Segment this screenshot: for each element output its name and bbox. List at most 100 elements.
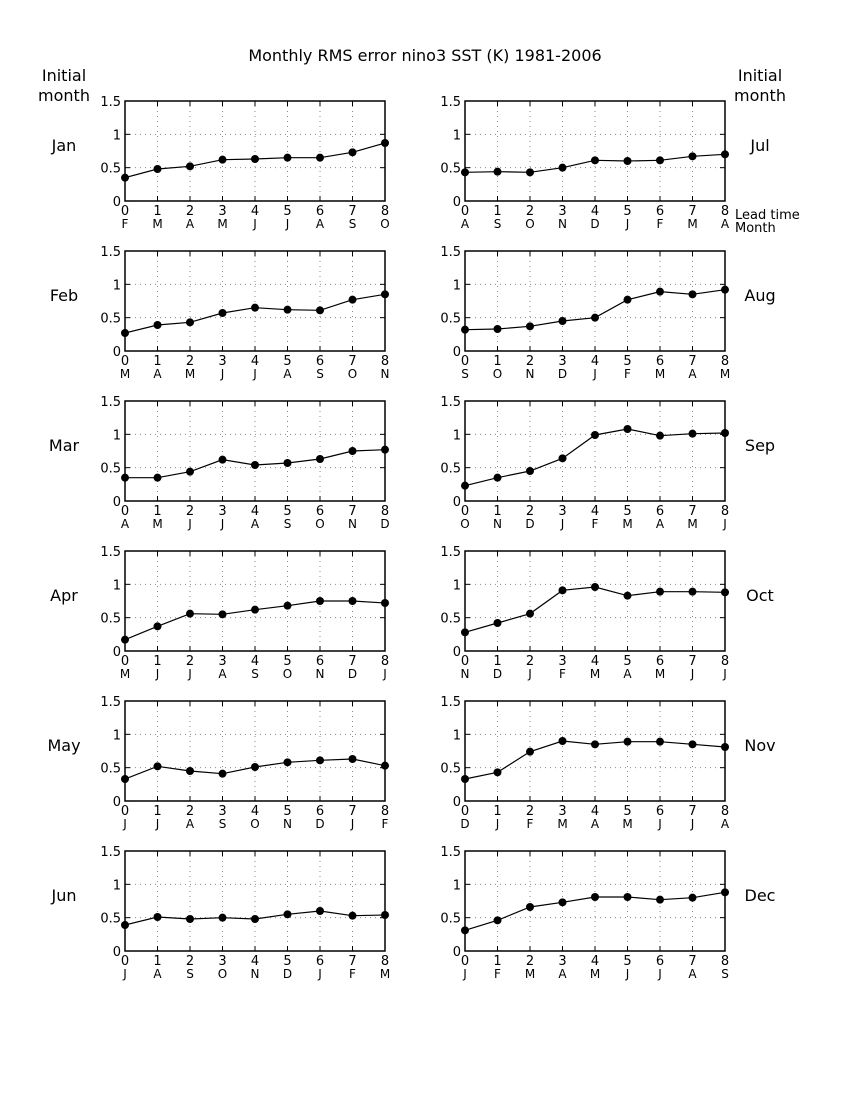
figure-title: Monthly RMS error nino3 SST (K) 1981-200… <box>248 46 601 65</box>
x-tick-label: 7 <box>348 354 356 369</box>
data-point <box>623 295 632 304</box>
x-month-label: O <box>218 967 227 981</box>
data-point <box>721 888 729 897</box>
y-tick-label: 0 <box>113 645 121 660</box>
x-month-label: J <box>690 667 695 681</box>
x-month-label: D <box>558 367 567 381</box>
data-point <box>316 306 324 315</box>
x-month-label: A <box>688 367 697 381</box>
x-tick-label: 2 <box>186 654 194 669</box>
data-point <box>218 455 227 464</box>
x-month-label: F <box>527 817 534 831</box>
data-point <box>558 586 567 595</box>
data-point <box>153 165 162 173</box>
y-tick-label: 0.5 <box>440 912 461 927</box>
x-month-label: A <box>121 517 130 531</box>
x-tick-label: 1 <box>493 504 501 519</box>
data-point <box>526 747 534 756</box>
x-tick-label: 1 <box>493 354 501 369</box>
data-point <box>688 429 697 438</box>
data-point <box>656 287 664 296</box>
x-tick-label: 8 <box>721 204 729 219</box>
x-month-label: O <box>315 517 324 531</box>
x-month-label: J <box>285 217 290 231</box>
x-month-label: J <box>657 817 662 831</box>
x-tick-label: 4 <box>591 504 599 519</box>
x-tick-label: 0 <box>461 204 469 219</box>
x-tick-label: 5 <box>283 204 291 219</box>
y-tick-label: 0.5 <box>440 612 461 627</box>
x-tick-label: 5 <box>283 804 291 819</box>
x-tick-label: 0 <box>121 804 129 819</box>
x-month-label: S <box>721 967 729 981</box>
x-month-label: J <box>625 967 630 981</box>
x-tick-label: 6 <box>656 804 664 819</box>
x-month-label: J <box>625 217 630 231</box>
y-tick-label: 1 <box>113 128 121 143</box>
x-month-label: M <box>120 367 130 381</box>
x-month-label: D <box>590 217 599 231</box>
data-point <box>186 318 194 327</box>
x-tick-label: 4 <box>591 204 599 219</box>
x-month-label: O <box>460 517 469 531</box>
x-tick-label: 8 <box>381 804 389 819</box>
x-month-label: A <box>316 217 325 231</box>
x-tick-label: 6 <box>316 654 324 669</box>
y-tick-label: 0 <box>453 195 461 210</box>
x-month-label: M <box>687 217 697 231</box>
data-point <box>558 737 567 745</box>
initial-month-label-mar: Mar <box>49 436 80 455</box>
x-month-label: M <box>120 667 130 681</box>
x-month-label: M <box>380 967 390 981</box>
data-point <box>591 583 599 591</box>
x-tick-label: 2 <box>526 954 534 969</box>
data-point <box>656 587 664 596</box>
y-tick-label: 0 <box>453 645 461 660</box>
x-tick-label: 5 <box>283 354 291 369</box>
y-tick-label: 0 <box>113 195 121 210</box>
x-tick-label: 6 <box>316 804 324 819</box>
y-tick-label: 0.5 <box>440 762 461 777</box>
panels-group: 00.511.50F1M2A3M4J5J6A7S8OJan00.511.50A1… <box>47 95 775 981</box>
x-month-label: S <box>316 367 324 381</box>
x-tick-label: 2 <box>186 804 194 819</box>
data-point <box>218 769 227 778</box>
y-tick-label: 1 <box>113 278 121 293</box>
x-month-label: N <box>283 817 292 831</box>
x-month-label: A <box>623 667 632 681</box>
x-month-label: A <box>558 967 567 981</box>
data-point <box>381 445 389 454</box>
x-tick-label: 0 <box>121 504 129 519</box>
x-month-label: M <box>687 517 697 531</box>
x-month-label: O <box>348 367 357 381</box>
x-tick-label: 7 <box>348 954 356 969</box>
x-tick-label: 4 <box>251 204 259 219</box>
data-point <box>316 756 324 765</box>
x-month-label: D <box>283 967 292 981</box>
x-tick-label: 0 <box>461 654 469 669</box>
x-tick-label: 1 <box>153 204 161 219</box>
x-month-label: F <box>559 667 566 681</box>
data-point <box>186 915 194 923</box>
x-month-label: S <box>251 667 259 681</box>
y-tick-label: 0.5 <box>440 462 461 477</box>
left-header-line2: month <box>38 86 90 105</box>
x-month-label: J <box>122 967 127 981</box>
x-tick-label: 2 <box>186 204 194 219</box>
x-month-label: A <box>251 517 260 531</box>
x-month-label: A <box>461 217 470 231</box>
x-month-label: J <box>155 817 160 831</box>
data-point <box>493 167 502 176</box>
data-point <box>493 768 502 777</box>
x-tick-label: 0 <box>121 654 129 669</box>
x-month-label: A <box>656 517 665 531</box>
x-month-label: A <box>688 967 697 981</box>
x-tick-label: 2 <box>186 354 194 369</box>
y-tick-label: 0.5 <box>440 162 461 177</box>
data-point <box>591 431 599 439</box>
x-month-label: N <box>461 667 470 681</box>
data-point <box>381 911 389 919</box>
